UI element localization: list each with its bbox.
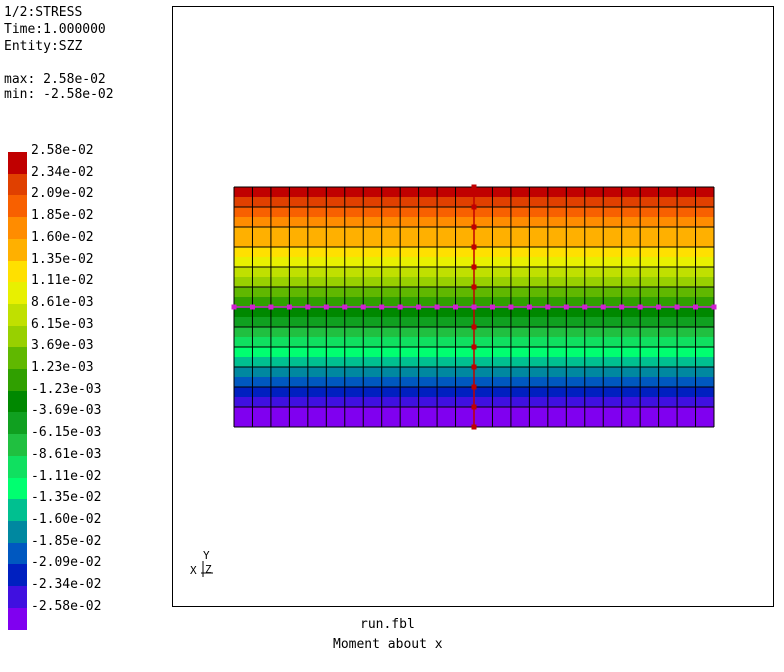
- horizontal-path-marker: [268, 304, 274, 310]
- horizontal-path-marker: [323, 304, 329, 310]
- legend-swatch: [8, 217, 27, 240]
- axis-triad-icon: [201, 561, 213, 577]
- viewport-frame[interactable]: Y X Z: [172, 6, 774, 607]
- legend-label: -2.34e-02: [31, 577, 102, 592]
- horizontal-path-marker: [526, 304, 532, 310]
- horizontal-path-marker: [619, 304, 625, 310]
- legend-swatch: [8, 282, 27, 305]
- legend-swatch: [8, 347, 27, 370]
- vertical-path-marker: [471, 324, 477, 330]
- horizontal-path-marker: [342, 304, 348, 310]
- legend-label: 6.15e-03: [31, 316, 94, 332]
- vertical-path-marker: [471, 364, 477, 370]
- legend-swatch: [8, 152, 27, 175]
- legend-swatch: [8, 477, 27, 500]
- vertical-path-marker: [471, 404, 477, 410]
- legend-swatch: [8, 260, 27, 283]
- legend-label: -8.61e-03: [31, 446, 102, 462]
- legend-label: -1.11e-02: [31, 468, 102, 484]
- vertical-path-marker: [471, 224, 477, 230]
- legend-label: -2.09e-02: [31, 555, 102, 571]
- plot-caption: Moment about x: [333, 637, 443, 652]
- horizontal-path-marker: [656, 304, 662, 310]
- horizontal-path-marker: [305, 304, 311, 310]
- legend-label: 8.61e-03: [31, 294, 94, 310]
- horizontal-path-marker: [434, 304, 440, 310]
- vertical-path-marker: [471, 344, 477, 350]
- legend-label: -1.85e-02: [31, 533, 102, 549]
- legend-label: 2.58e-02: [31, 143, 94, 158]
- horizontal-path-marker: [674, 304, 680, 310]
- horizontal-path-marker: [360, 304, 366, 310]
- vertical-path-marker: [471, 284, 477, 290]
- legend-label: -3.69e-03: [31, 403, 102, 419]
- vertical-path-marker: [471, 244, 477, 250]
- legend-swatch: [8, 303, 27, 327]
- vertical-path-marker: [471, 424, 477, 430]
- horizontal-path-marker: [453, 304, 459, 310]
- legend-label: 1.60e-02: [31, 229, 94, 245]
- horizontal-path-marker: [693, 304, 699, 310]
- legend-swatch: [8, 499, 27, 522]
- legend-swatch: [8, 586, 27, 609]
- horizontal-path-marker: [286, 304, 292, 310]
- legend-label: -1.35e-02: [31, 490, 102, 506]
- legend-swatch: [8, 412, 27, 435]
- horizontal-path-marker: [249, 304, 255, 310]
- horizontal-path-marker: [563, 304, 569, 310]
- legend-swatch: [8, 434, 27, 457]
- legend-swatch: [8, 520, 27, 544]
- filename-label: run.fbl: [360, 617, 415, 632]
- time-label: Time:1.000000: [4, 22, 106, 37]
- legend-swatch: [8, 455, 27, 479]
- legend-label: -1.60e-02: [31, 511, 102, 527]
- legend-label: 1.35e-02: [31, 251, 94, 267]
- triad-x-label: X: [190, 564, 197, 577]
- triad-y-label: Y: [203, 549, 210, 562]
- horizontal-path-marker: [637, 304, 643, 310]
- legend-swatch: [8, 607, 27, 630]
- result-set-label: 1/2:STRESS: [4, 5, 83, 20]
- horizontal-path-marker: [508, 304, 514, 310]
- legend-label: 2.09e-02: [31, 186, 94, 202]
- horizontal-path-marker: [600, 304, 606, 310]
- horizontal-path-marker: [489, 304, 495, 310]
- vertical-path-marker: [471, 384, 477, 390]
- legend-swatch: [8, 325, 27, 348]
- legend-swatch: [8, 390, 27, 413]
- legend-label: 1.11e-02: [31, 273, 94, 289]
- legend-label: 1.85e-02: [31, 208, 94, 224]
- legend-swatch: [8, 173, 27, 196]
- horizontal-path-marker: [231, 304, 237, 310]
- horizontal-path-marker: [379, 304, 385, 310]
- legend-swatch: [8, 564, 27, 587]
- stress-contour-mesh[interactable]: [173, 7, 773, 606]
- horizontal-path-marker: [397, 304, 403, 310]
- horizontal-path-marker: [416, 304, 422, 310]
- legend-label: 2.34e-02: [31, 164, 94, 180]
- horizontal-path-marker: [582, 304, 588, 310]
- legend-label: -6.15e-03: [31, 425, 102, 441]
- legend-swatch: [8, 195, 27, 218]
- horizontal-path-marker: [471, 304, 477, 310]
- min-value-label: min: -2.58e-02: [4, 87, 114, 102]
- legend-label: 1.23e-03: [31, 360, 94, 375]
- legend-label: -2.58e-02: [31, 598, 102, 614]
- vertical-path-marker: [471, 264, 477, 270]
- legend-swatch: [8, 369, 27, 392]
- vertical-path-marker: [471, 184, 477, 190]
- horizontal-path-marker: [711, 304, 717, 310]
- legend-swatch: [8, 542, 27, 565]
- legend-swatch: [8, 238, 27, 262]
- legend-label: -1.23e-03: [31, 381, 102, 397]
- entity-label: Entity:SZZ: [4, 39, 83, 54]
- legend-label: 3.69e-03: [31, 338, 94, 354]
- triad-z-label: Z: [205, 563, 212, 576]
- max-value-label: max: 2.58e-02: [4, 72, 106, 87]
- horizontal-path-marker: [545, 304, 551, 310]
- vertical-path-marker: [471, 204, 477, 210]
